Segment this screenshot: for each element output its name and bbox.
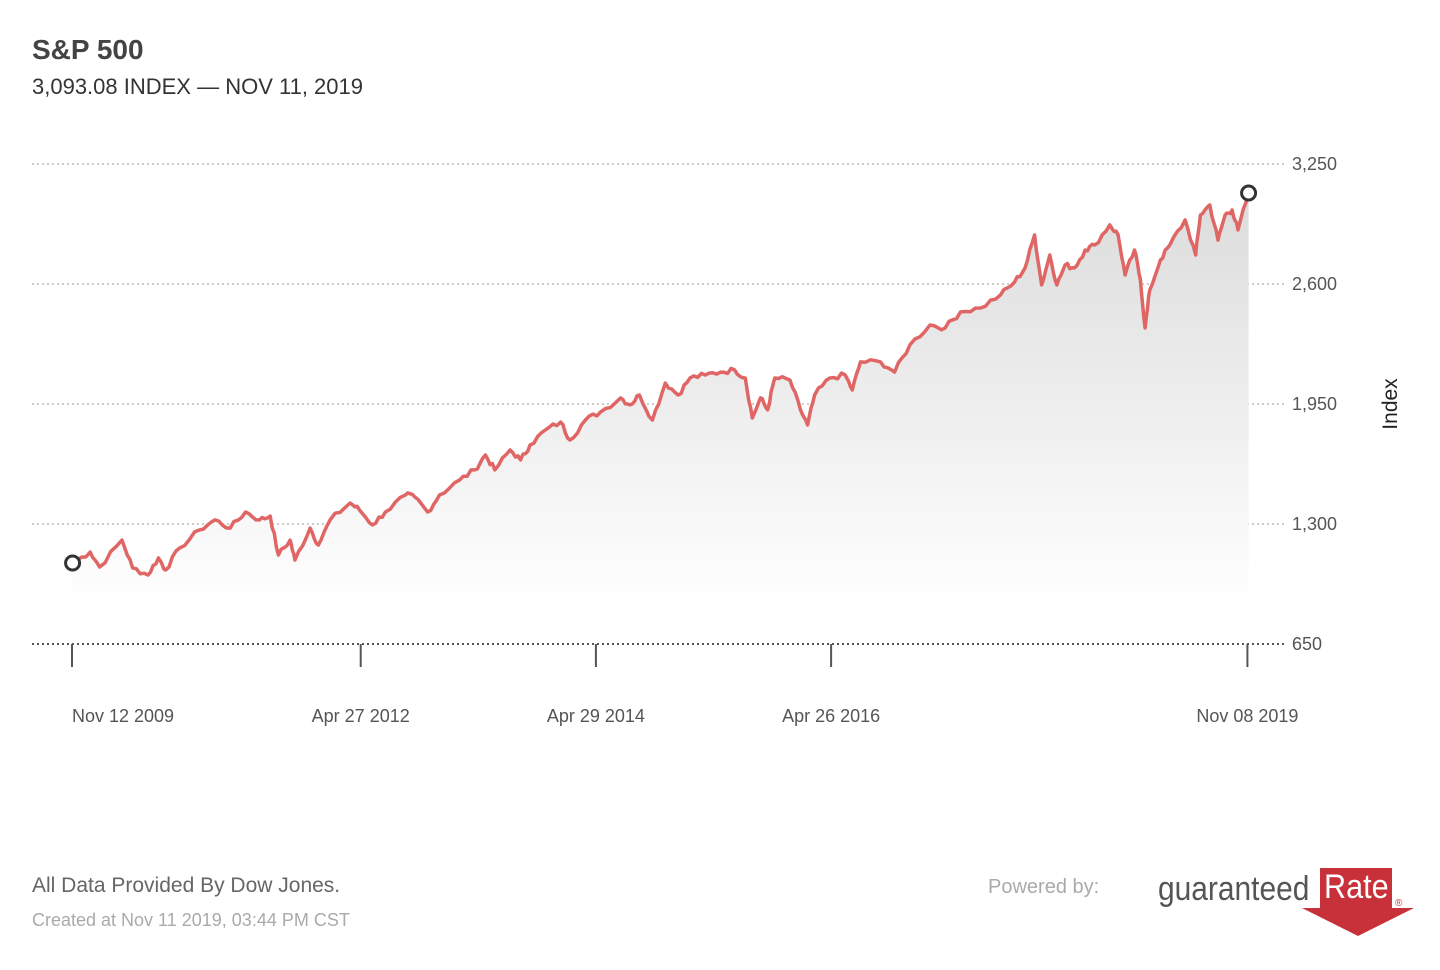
- x-tick-label: Nov 12 2009: [72, 706, 174, 726]
- y-tick-label: 1,300: [1292, 514, 1337, 534]
- guaranteed-rate-logo[interactable]: guaranteed Rate ®: [1158, 868, 1414, 938]
- start-marker: [64, 554, 82, 572]
- logo-arrow-icon: [1302, 908, 1414, 936]
- powered-by-label: Powered by:: [988, 876, 1100, 898]
- chart-subtitle: 3,093.08 INDEX — NOV 11, 2019: [32, 74, 363, 99]
- y-tick-label: 3,250: [1292, 154, 1337, 174]
- data-source: All Data Provided By Dow Jones.: [32, 874, 341, 897]
- x-tick-label: Apr 26 2016: [782, 706, 880, 726]
- y-axis-label: Index: [1379, 378, 1402, 430]
- y-tick-label: 650: [1292, 634, 1322, 654]
- y-tick-label: 1,950: [1292, 394, 1337, 414]
- chart-title: S&P 500: [32, 34, 144, 65]
- x-tick-label: Apr 29 2014: [547, 706, 645, 726]
- end-marker: [1240, 184, 1258, 202]
- y-tick-label: 2,600: [1292, 274, 1337, 294]
- created-timestamp: Created at Nov 11 2019, 03:44 PM CST: [32, 910, 350, 930]
- x-tick-label: Nov 08 2019: [1196, 706, 1298, 726]
- x-tick-label: Apr 27 2012: [312, 706, 410, 726]
- series-line: [71, 192, 1251, 577]
